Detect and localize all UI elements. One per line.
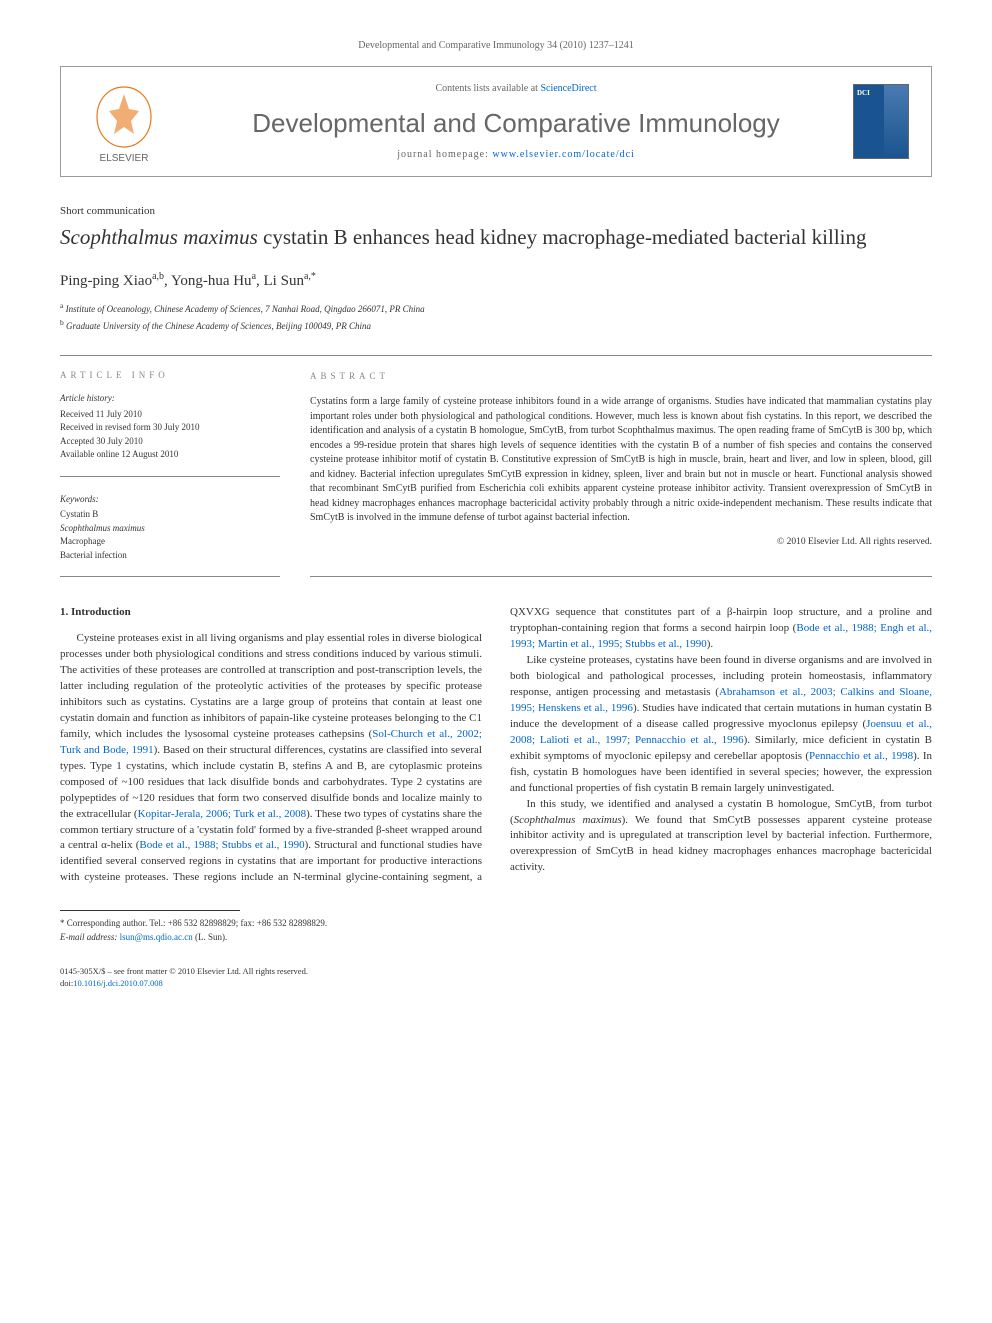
article-info-heading: article info — [60, 370, 280, 380]
footnote-separator — [60, 910, 240, 911]
journal-cover-thumbnail — [853, 84, 909, 159]
abstract-text: Cystatins form a large family of cystein… — [310, 395, 932, 526]
sciencedirect-link[interactable]: ScienceDirect — [540, 83, 596, 94]
corresponding-email-link[interactable]: lsun@ms.qdio.ac.cn — [120, 932, 193, 942]
citation-link[interactable]: Bode et al., 1988; Stubbs et al., 1990 — [139, 839, 304, 851]
contents-available-line: Contents lists available at ScienceDirec… — [199, 83, 833, 94]
corresponding-author: * Corresponding author. Tel.: +86 532 82… — [60, 917, 932, 944]
affiliations: a Institute of Oceanology, Chinese Acade… — [60, 300, 932, 333]
elsevier-logo: ELSEVIER — [79, 79, 169, 164]
journal-name: Developmental and Comparative Immunology — [199, 108, 833, 139]
abstract-heading: abstract — [310, 370, 932, 383]
info-abstract-row: article info Article history: Received 1… — [60, 355, 932, 577]
doi-link[interactable]: 10.1016/j.dci.2010.07.008 — [73, 978, 162, 988]
citation-link[interactable]: Kopitar-Jerala, 2006; Turk et al., 2008 — [138, 808, 307, 820]
citation-link[interactable]: Pennacchio et al., 1998 — [809, 750, 913, 762]
paragraph: In this study, we identified and analyse… — [510, 797, 932, 877]
author-list: Ping-ping Xiaoa,b, Yong-hua Hua, Li Suna… — [60, 271, 932, 290]
article-history: Article history: Received 11 July 2010 R… — [60, 392, 280, 477]
article-title: Scophthalmus maximus cystatin B enhances… — [60, 223, 932, 251]
article-body: 1. Introduction Cysteine proteases exist… — [60, 605, 932, 886]
masthead-center: Contents lists available at ScienceDirec… — [199, 83, 833, 160]
article-type: Short communication — [60, 205, 932, 217]
paragraph: Like cysteine proteases, cystatins have … — [510, 653, 932, 796]
abstract-copyright: © 2010 Elsevier Ltd. All rights reserved… — [310, 536, 932, 550]
journal-homepage-line: journal homepage: www.elsevier.com/locat… — [199, 149, 833, 160]
journal-masthead: ELSEVIER Contents lists available at Sci… — [60, 66, 932, 177]
abstract-column: abstract Cystatins form a large family o… — [310, 370, 932, 577]
intro-heading: 1. Introduction — [60, 605, 482, 621]
keywords: Keywords: Cystatin B Scophthalmus maximu… — [60, 493, 280, 578]
svg-text:ELSEVIER: ELSEVIER — [100, 153, 149, 164]
running-header: Developmental and Comparative Immunology… — [60, 40, 932, 51]
footer-copyright: 0145-305X/$ – see front matter © 2010 El… — [60, 966, 932, 990]
journal-homepage-link[interactable]: www.elsevier.com/locate/dci — [492, 149, 634, 160]
article-info-column: article info Article history: Received 1… — [60, 370, 280, 577]
